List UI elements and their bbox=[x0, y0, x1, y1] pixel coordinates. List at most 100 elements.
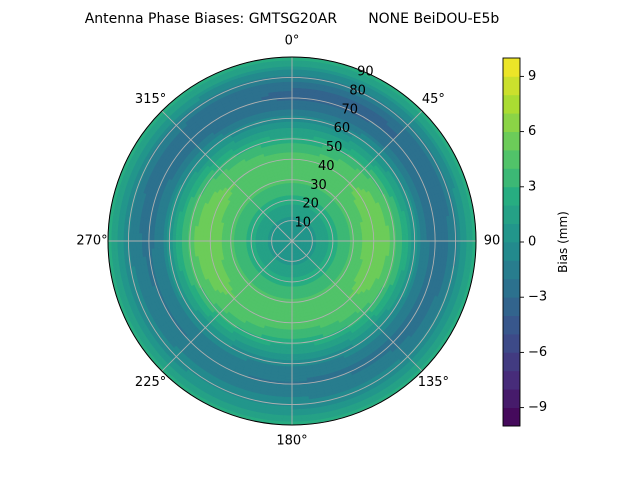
heatmap-cell bbox=[291, 111, 300, 116]
heatmap-cell bbox=[291, 323, 297, 328]
heatmap-cell bbox=[215, 236, 219, 242]
heatmap-cell bbox=[224, 237, 228, 242]
heatmap-cell bbox=[389, 235, 394, 242]
heatmap-cell bbox=[288, 295, 293, 300]
heatmap-cell bbox=[291, 329, 298, 334]
heatmap-cell bbox=[291, 160, 297, 165]
heatmap-cell bbox=[291, 145, 298, 150]
heatmap-cell bbox=[291, 148, 298, 153]
heatmap-cell bbox=[408, 234, 412, 242]
heatmap-cell bbox=[287, 160, 293, 165]
heatmap-cell bbox=[284, 366, 293, 371]
heatmap-cell bbox=[178, 240, 183, 248]
heatmap-cell bbox=[286, 329, 293, 334]
heatmap-cell bbox=[202, 236, 207, 242]
heatmap-cell bbox=[377, 240, 382, 246]
heatmap-cell bbox=[371, 240, 376, 246]
heatmap-cell bbox=[386, 240, 391, 247]
heatmap-cell bbox=[386, 235, 391, 242]
heatmap-cell bbox=[205, 240, 210, 246]
heatmap-cell bbox=[401, 234, 406, 242]
heatmap-cell bbox=[291, 133, 298, 138]
heatmap-cell bbox=[291, 121, 299, 125]
heatmap-cell bbox=[362, 236, 366, 242]
heatmap-cell bbox=[291, 314, 297, 318]
heatmap-cell bbox=[287, 308, 293, 312]
heatmap-cell bbox=[291, 354, 299, 358]
heatmap-cell bbox=[291, 332, 298, 337]
heatmap-cell bbox=[356, 240, 360, 245]
heatmap-cell bbox=[291, 157, 297, 162]
heatmap-cell bbox=[287, 317, 293, 322]
heatmap-cell bbox=[405, 240, 409, 248]
heatmap-cell bbox=[287, 164, 293, 168]
heatmap-cell bbox=[287, 326, 293, 331]
heatmap-cell bbox=[286, 142, 293, 147]
heatmap-cell bbox=[287, 167, 293, 171]
heatmap-cell bbox=[218, 240, 222, 246]
heatmap-cell bbox=[286, 332, 293, 337]
heatmap-cell bbox=[291, 173, 296, 177]
heatmap-cell bbox=[374, 236, 379, 242]
heatmap-cell bbox=[211, 236, 216, 242]
heatmap-cell bbox=[202, 240, 207, 246]
heatmap-cell bbox=[286, 338, 293, 343]
heatmap-cell bbox=[291, 335, 298, 340]
heatmap-cell bbox=[291, 320, 297, 325]
heatmap-cell bbox=[291, 326, 297, 331]
heatmap-cell bbox=[291, 308, 297, 312]
heatmap-cell bbox=[208, 240, 213, 246]
heatmap-cell bbox=[291, 182, 296, 187]
heatmap-cell bbox=[196, 235, 201, 242]
heatmap-cell bbox=[287, 320, 293, 325]
heatmap-cell bbox=[346, 237, 351, 242]
heatmap-cell bbox=[193, 240, 198, 247]
heatmap-cell bbox=[184, 240, 189, 247]
heatmap-cell bbox=[285, 124, 293, 128]
heatmap-cell bbox=[359, 240, 363, 246]
heatmap-cell bbox=[291, 338, 298, 343]
heatmap-cell bbox=[356, 237, 360, 242]
heatmap-cell bbox=[371, 236, 376, 242]
heatmap-cell bbox=[291, 139, 298, 144]
heatmap-cell bbox=[380, 240, 385, 247]
heatmap-cell bbox=[365, 236, 369, 242]
heatmap-cell bbox=[287, 314, 293, 318]
heatmap-cell bbox=[285, 130, 293, 135]
heatmap-cell bbox=[286, 139, 293, 144]
heatmap-cell bbox=[291, 295, 296, 300]
heatmap-cell bbox=[346, 240, 351, 245]
heatmap-cell bbox=[291, 151, 297, 156]
heatmap-cell bbox=[383, 240, 388, 247]
heatmap-cell bbox=[398, 240, 403, 248]
heatmap-cell bbox=[389, 240, 394, 247]
heatmap-cell bbox=[417, 233, 422, 242]
heatmap-cell bbox=[383, 235, 388, 242]
heatmap-cell bbox=[362, 240, 366, 246]
heatmap-cell bbox=[395, 235, 400, 242]
heatmap-cell bbox=[374, 240, 379, 246]
heatmap-cell bbox=[287, 170, 293, 174]
heatmap-cell bbox=[398, 234, 403, 242]
heatmap-cell bbox=[291, 142, 298, 147]
heatmap-cell bbox=[285, 357, 293, 361]
polar-heatmap bbox=[108, 57, 476, 425]
heatmap-cell bbox=[291, 170, 297, 174]
heatmap-cell bbox=[233, 240, 238, 245]
heatmap-cell bbox=[291, 164, 297, 168]
heatmap-cell bbox=[291, 347, 299, 352]
heatmap-cell bbox=[291, 317, 297, 322]
heatmap-cell bbox=[288, 305, 293, 309]
heatmap-cell bbox=[205, 236, 210, 242]
heatmap-cell bbox=[208, 236, 213, 242]
heatmap-cell bbox=[286, 133, 293, 138]
heatmap-cell bbox=[395, 240, 400, 247]
heatmap-cell bbox=[291, 305, 296, 309]
heatmap-cell bbox=[417, 240, 422, 249]
heatmap-cell bbox=[285, 121, 293, 125]
heatmap-cell bbox=[287, 311, 293, 315]
heatmap-cell bbox=[368, 236, 373, 242]
heatmap-cell bbox=[178, 234, 183, 242]
heatmap-cell bbox=[359, 236, 363, 242]
